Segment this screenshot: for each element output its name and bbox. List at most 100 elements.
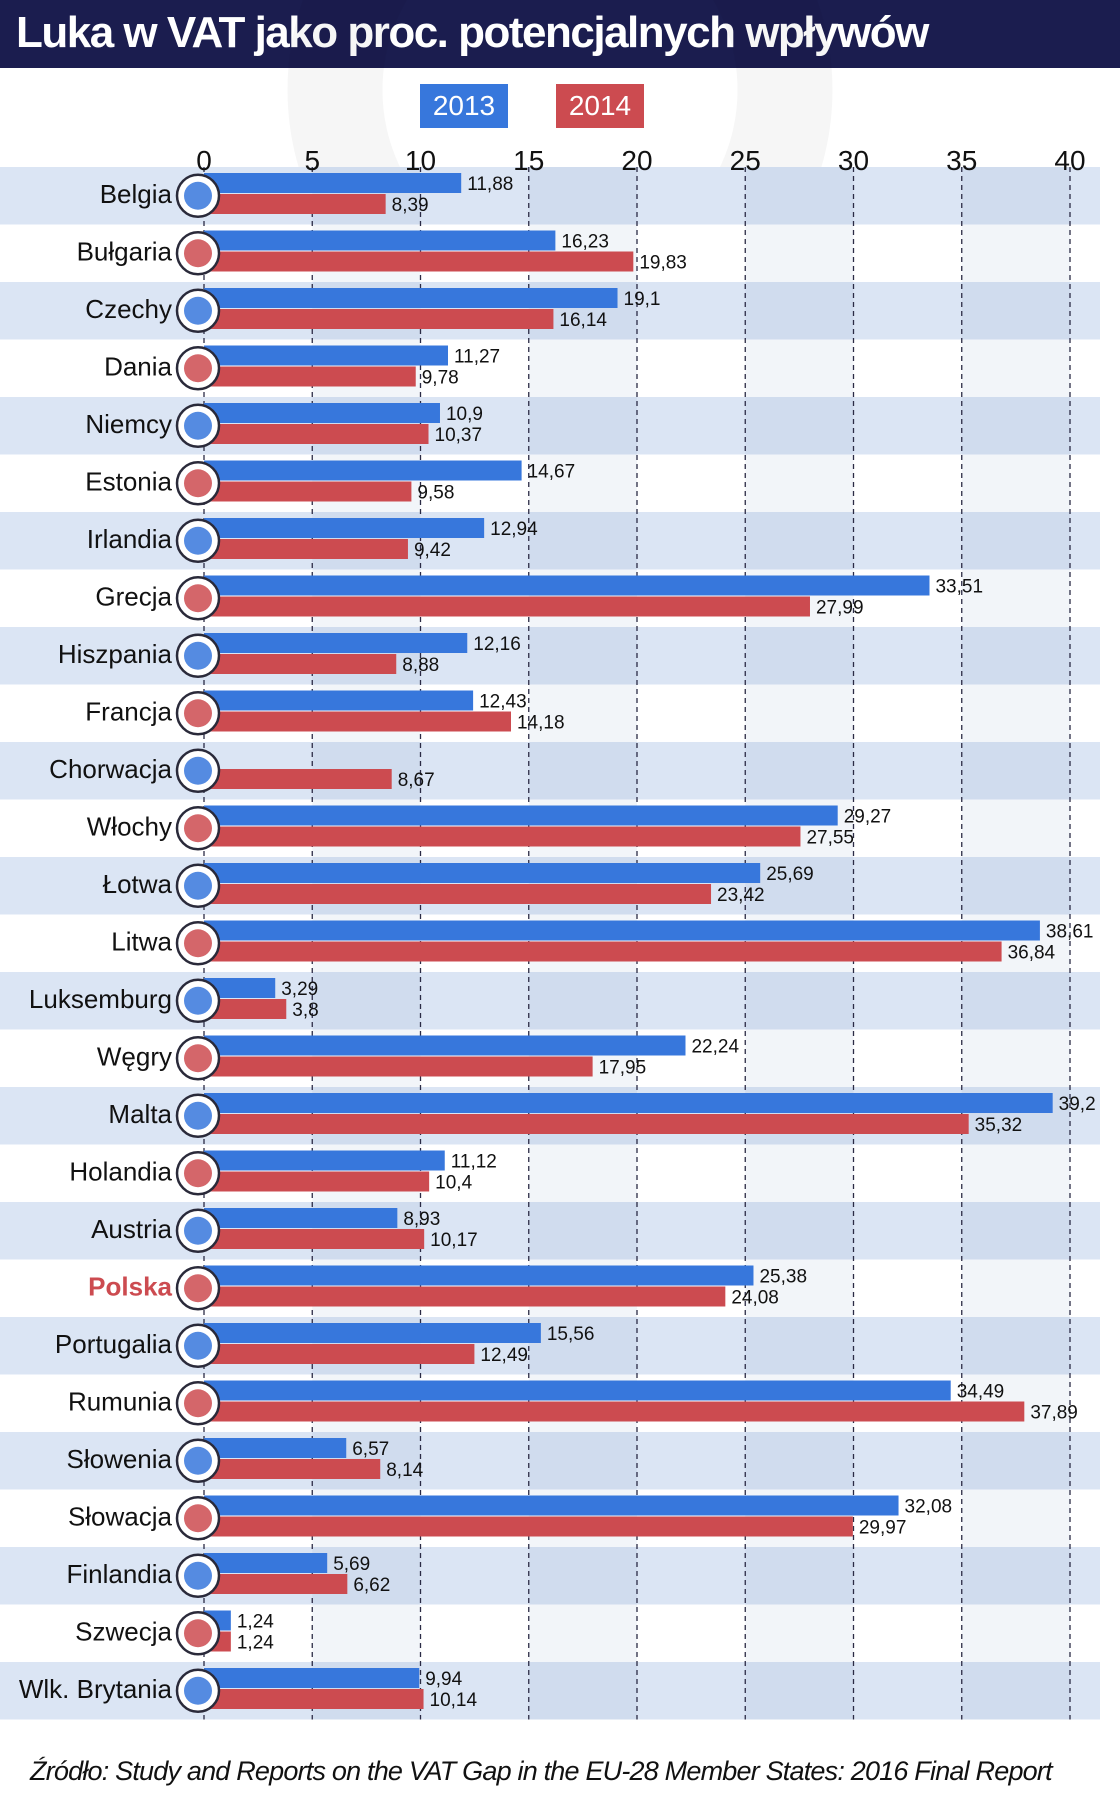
- value-label: 16,23: [561, 232, 609, 253]
- x-tick-label: 0: [196, 145, 212, 176]
- category-label: Francja: [85, 697, 172, 727]
- value-label: 10,4: [435, 1173, 472, 1194]
- bar-2014: [204, 711, 511, 732]
- flag-fill: [184, 1446, 212, 1475]
- bar-2013: [204, 173, 462, 193]
- bar-2013: [204, 1323, 541, 1343]
- value-label: 37,89: [1030, 1403, 1078, 1424]
- bar-2013: [204, 863, 761, 883]
- flag-fill: [184, 641, 212, 670]
- flag-fill: [184, 1159, 212, 1188]
- bar-2013: [204, 460, 522, 481]
- value-label: 9,58: [417, 483, 454, 504]
- category-label: Czechy: [85, 294, 172, 324]
- bar-2013: [204, 575, 930, 596]
- category-label: Chorwacja: [49, 754, 172, 784]
- value-label: 33,51: [935, 577, 983, 598]
- category-label: Wlk. Brytania: [19, 1674, 173, 1704]
- bar-2013: [204, 288, 618, 308]
- x-tick-label: 40: [1054, 145, 1085, 176]
- value-label: 38,61: [1046, 922, 1094, 943]
- value-label: 8,67: [398, 770, 435, 791]
- value-label: 34,49: [957, 1382, 1005, 1403]
- value-label: 12,43: [479, 692, 527, 713]
- category-label: Holandia: [69, 1157, 172, 1187]
- value-label: 24,08: [731, 1288, 779, 1309]
- category-label: Bułgaria: [77, 237, 173, 267]
- category-label: Irlandia: [87, 524, 173, 554]
- bar-2014: [204, 596, 810, 617]
- value-label: 36,84: [1008, 943, 1056, 964]
- bar-2014: [204, 251, 634, 272]
- x-tick-label: 25: [730, 145, 761, 176]
- bar-2013: [204, 1495, 899, 1516]
- flag-fill: [184, 1216, 212, 1245]
- bar-chart: 0 5 10 15 20 25 30 35 40 11,88 8,39 Belgia 16,23 19,8…: [0, 145, 1100, 1720]
- flag-fill: [184, 469, 212, 498]
- value-label: 10,14: [430, 1690, 478, 1711]
- value-label: 1,24: [237, 1633, 274, 1654]
- bar-2013: [204, 403, 440, 423]
- bar-2014: [204, 826, 801, 847]
- flag-fill: [184, 354, 212, 383]
- x-tick-label: 20: [621, 145, 652, 176]
- value-label: 11,12: [451, 1152, 497, 1173]
- flag-fill: [184, 1619, 212, 1648]
- flag-fill: [184, 1389, 212, 1418]
- bar-2014: [204, 1229, 425, 1249]
- category-label: Hiszpania: [58, 639, 173, 669]
- flag-fill: [184, 986, 212, 1015]
- bar-2013: [204, 1093, 1053, 1113]
- bar-2014: [204, 1171, 430, 1192]
- bar-2013: [204, 1265, 754, 1286]
- bar-2014: [204, 769, 392, 789]
- flag-fill: [184, 1044, 212, 1073]
- value-label: 12,49: [480, 1345, 528, 1366]
- value-label: 29,97: [859, 1518, 907, 1539]
- flag-fill: [184, 526, 212, 555]
- category-label: Szwecja: [75, 1617, 172, 1647]
- bar-2014: [204, 194, 386, 214]
- bar-2014: [204, 1574, 348, 1594]
- category-label: Dania: [104, 352, 172, 382]
- value-label: 10,9: [446, 404, 483, 425]
- category-label: Słowenia: [66, 1444, 172, 1474]
- chart-title: Luka w VAT jako proc. potencjalnych wpły…: [16, 8, 929, 57]
- bar-2013: [204, 1438, 347, 1458]
- bar-2014: [204, 539, 408, 559]
- value-label: 32,08: [905, 1497, 953, 1518]
- value-label: 10,17: [430, 1230, 478, 1251]
- bar-2014: [204, 1056, 593, 1077]
- flag-fill: [184, 871, 212, 900]
- category-label: Portugalia: [55, 1329, 173, 1359]
- x-tick-label: 15: [513, 145, 544, 176]
- bar-2014: [204, 481, 412, 502]
- category-label: Luksemburg: [29, 984, 172, 1014]
- value-label: 3,8: [292, 1000, 318, 1021]
- flag-fill: [184, 239, 212, 268]
- bar-2014: [204, 424, 429, 444]
- bar-2013: [204, 978, 276, 998]
- bar-2014: [204, 1459, 381, 1479]
- bar-2013: [204, 1150, 445, 1171]
- value-label: 9,42: [414, 540, 451, 561]
- flag-fill: [184, 1101, 212, 1130]
- value-label: 14,18: [517, 713, 565, 734]
- category-label: Włochy: [87, 812, 172, 842]
- bar-2014: [204, 1516, 853, 1537]
- value-label: 35,32: [975, 1115, 1023, 1136]
- bar-2014: [204, 654, 397, 674]
- category-label: Litwa: [111, 927, 172, 957]
- bar-2014: [204, 999, 287, 1019]
- x-tick-label: 10: [405, 145, 436, 176]
- flag-fill: [184, 1274, 212, 1303]
- flag-fill: [184, 584, 212, 613]
- category-label: Węgry: [97, 1042, 172, 1072]
- bar-2013: [204, 805, 838, 826]
- legend-2013-label: 2013: [432, 90, 496, 121]
- legend-2014: 2014: [556, 84, 644, 128]
- flag-fill: [184, 1504, 212, 1533]
- title-bar: Luka w VAT jako proc. potencjalnych wpły…: [0, 0, 1120, 68]
- bar-2013: [204, 920, 1040, 941]
- flag-fill: [184, 929, 212, 958]
